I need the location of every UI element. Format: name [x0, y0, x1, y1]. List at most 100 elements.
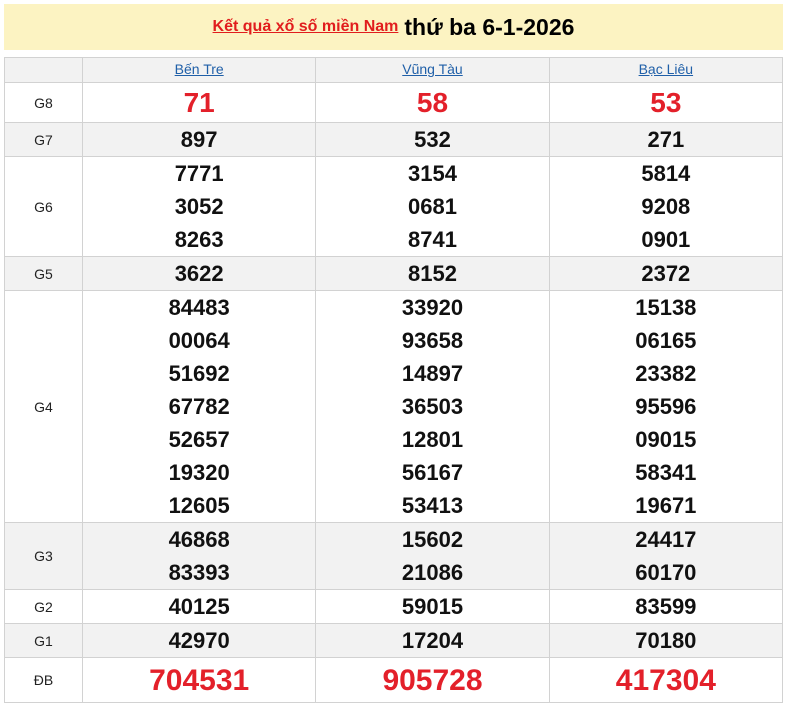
- prize-number: 3052: [174, 194, 224, 219]
- prize-cell: 271: [548, 122, 784, 157]
- prize-label: G3: [4, 522, 83, 590]
- prize-number: 70180: [635, 628, 697, 653]
- prize-row-đb: ĐB 704531 905728 417304: [4, 657, 784, 703]
- prize-number: 897: [180, 127, 218, 152]
- prize-row-g6: G6 7771 3052 8263 3154 0681 8741 5814 9208 0901: [4, 156, 784, 257]
- prize-number: 52657: [168, 427, 230, 452]
- header-row: Bến Tre Vũng Tàu Bạc Liêu: [4, 57, 784, 83]
- prize-label: G2: [4, 589, 83, 624]
- prize-cell: 70180: [548, 623, 784, 658]
- prize-row-g4: G4 84483 00064 51692 67782 52657 19320 12605 339…: [4, 290, 784, 523]
- prize-number: 7771: [174, 161, 224, 186]
- prize-cell: 2372: [548, 256, 784, 291]
- prize-number: 8741: [408, 227, 457, 252]
- prize-number: 58: [416, 87, 449, 118]
- prize-cell: 53: [548, 82, 784, 123]
- prize-number: 14897: [401, 361, 464, 386]
- prize-number: 95596: [635, 394, 697, 419]
- prize-cell: 40125: [81, 589, 317, 624]
- prize-cell: 5814 9208 0901: [548, 156, 784, 257]
- prize-label: G5: [4, 256, 83, 291]
- prize-row-g3: G3 46868 83393 15602 21086 24417 60170: [4, 522, 784, 590]
- prize-number: 60170: [635, 560, 697, 585]
- province-link-ben-tre[interactable]: Bến Tre: [174, 61, 224, 77]
- prize-number: 905728: [382, 663, 483, 697]
- prize-cell: 46868 83393: [81, 522, 317, 590]
- prize-number: 12801: [401, 427, 464, 452]
- prize-number: 704531: [149, 663, 250, 697]
- prize-number: 53413: [401, 493, 464, 518]
- prize-number: 21086: [401, 560, 464, 585]
- prize-number: 36503: [401, 394, 464, 419]
- prize-number: 46868: [168, 527, 230, 552]
- prize-label: ĐB: [4, 657, 83, 703]
- prize-number: 17204: [401, 628, 464, 653]
- prize-number: 19671: [635, 493, 697, 518]
- prize-cell: 3154 0681 8741: [315, 156, 550, 257]
- prize-cell: 3622: [81, 256, 317, 291]
- prize-number: 84483: [168, 295, 230, 320]
- prize-cell: 33920 93658 14897 36503 12801 56167 53413: [315, 290, 550, 523]
- prize-number: 93658: [401, 328, 464, 353]
- prize-cell: 84483 00064 51692 67782 52657 19320 12605: [81, 290, 317, 523]
- prize-number: 5814: [641, 161, 691, 186]
- province-link-bac-lieu[interactable]: Bạc Liêu: [638, 61, 694, 77]
- prize-number: 8152: [408, 261, 457, 286]
- prize-number: 83599: [635, 594, 697, 619]
- prize-number: 0901: [641, 227, 691, 252]
- prize-label: G6: [4, 156, 83, 257]
- prize-label: G1: [4, 623, 83, 658]
- prize-number: 40125: [168, 594, 230, 619]
- prize-number: 67782: [168, 394, 230, 419]
- prize-number: 15138: [635, 295, 697, 320]
- prize-cell: 59015: [315, 589, 550, 624]
- prize-cell: 7771 3052 8263: [81, 156, 317, 257]
- prize-label: G7: [4, 122, 83, 157]
- prize-number: 9208: [641, 194, 691, 219]
- province-link-vung-tau[interactable]: Vũng Tàu: [402, 61, 463, 77]
- prize-cell: 417304: [548, 657, 784, 703]
- prize-number: 532: [414, 127, 451, 152]
- prize-cell: 58: [315, 82, 550, 123]
- prize-cell: 24417 60170: [548, 522, 784, 590]
- prize-number: 3154: [408, 161, 457, 186]
- prize-number: 8263: [174, 227, 224, 252]
- title-bar: Kết quả xổ số miền Nam thứ ba 6-1-2026: [4, 4, 783, 50]
- prize-number: 417304: [615, 663, 716, 697]
- prize-cell: 17204: [315, 623, 550, 658]
- prize-number: 71: [183, 87, 215, 118]
- prize-cell: 83599: [548, 589, 784, 624]
- header-corner: [4, 57, 83, 83]
- prize-number: 19320: [168, 460, 230, 485]
- title-date: thứ ba 6-1-2026: [404, 13, 575, 40]
- prize-number: 09015: [635, 427, 697, 452]
- prize-number: 06165: [635, 328, 697, 353]
- prize-cell: 8152: [315, 256, 550, 291]
- prize-number: 53: [650, 87, 682, 118]
- prize-cell: 704531: [81, 657, 317, 703]
- prize-number: 15602: [401, 527, 464, 552]
- prize-number: 0681: [408, 194, 457, 219]
- prize-cell: 905728: [315, 657, 550, 703]
- prize-row-g7: G7 897 532 271: [4, 122, 784, 157]
- prize-number: 00064: [168, 328, 230, 353]
- prize-number: 271: [647, 127, 685, 152]
- prize-number: 2372: [641, 261, 691, 286]
- prize-row-g1: G1 42970 17204 70180: [4, 623, 784, 658]
- prize-cell: 42970: [81, 623, 317, 658]
- prize-label: G4: [4, 290, 83, 523]
- prize-number: 51692: [168, 361, 230, 386]
- prize-number: 58341: [635, 460, 697, 485]
- prize-number: 33920: [401, 295, 464, 320]
- prize-number: 12605: [168, 493, 230, 518]
- prize-row-g8: G8 71 58 53: [4, 82, 784, 123]
- results-table: Bến Tre Vũng Tàu Bạc Liêu G8 71 58 53 G7 897 5…: [4, 57, 784, 703]
- prize-number: 59015: [401, 594, 464, 619]
- prize-cell: 897: [81, 122, 317, 157]
- prize-row-g2: G2 40125 59015 83599: [4, 589, 784, 624]
- prize-number: 42970: [168, 628, 230, 653]
- title-link[interactable]: Kết quả xổ số miền Nam: [212, 18, 399, 35]
- prize-number: 3622: [174, 261, 224, 286]
- prize-cell: 71: [81, 82, 317, 123]
- prize-cell: 15138 06165 23382 95596 09015 58341 19671: [548, 290, 784, 523]
